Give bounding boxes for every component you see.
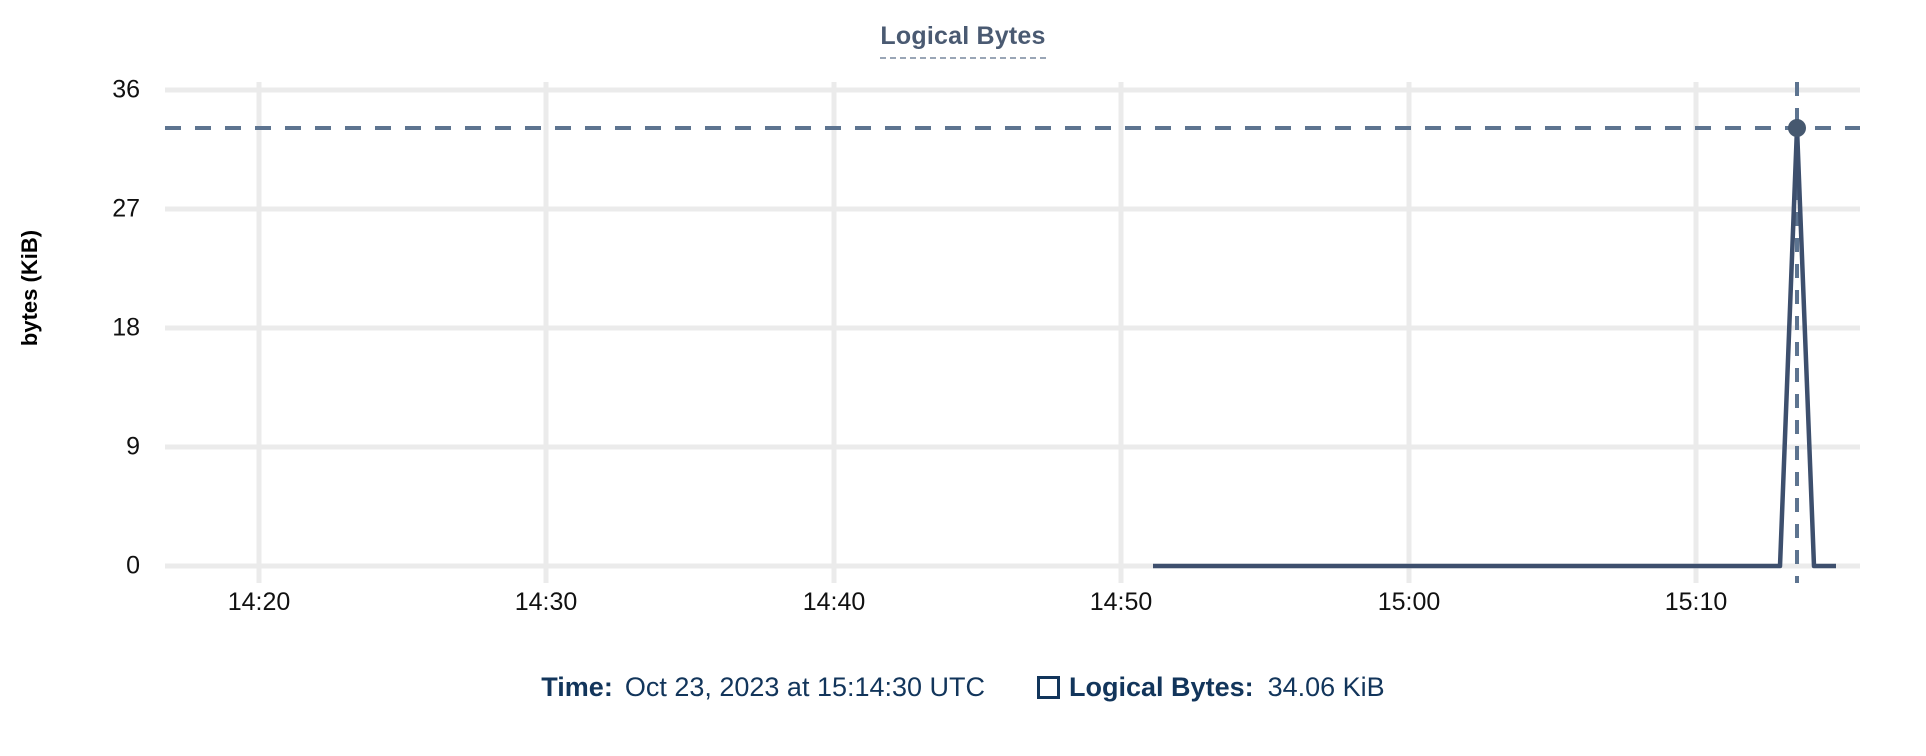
chart-title-row: Logical Bytes xyxy=(0,22,1926,62)
line-chart-svg[interactable] xyxy=(0,0,1926,660)
y-tick-label: 18 xyxy=(112,313,140,342)
time-label: Time: xyxy=(541,672,613,702)
legend-series-value: 34.06 KiB xyxy=(1267,672,1385,702)
y-tick-label: 27 xyxy=(112,194,140,223)
legend-series-label: Logical Bytes: xyxy=(1069,672,1254,702)
page-title[interactable]: Logical Bytes xyxy=(880,22,1046,59)
y-tick-label: 36 xyxy=(112,75,140,104)
x-tick-label: 15:00 xyxy=(1377,588,1441,616)
x-axis-ticks: 14:20 14:30 14:40 14:50 15:00 15:10 xyxy=(0,588,1926,628)
y-axis-ticks: 36 27 18 9 0 xyxy=(80,0,140,600)
legend-item-logical-bytes[interactable]: Logical Bytes: 34.06 KiB xyxy=(1037,672,1385,703)
y-axis-title: bytes (KiB) xyxy=(17,229,42,347)
series-line-logical-bytes xyxy=(1153,125,1836,569)
chart-footer-legend: Time: Oct 23, 2023 at 15:14:30 UTC Logic… xyxy=(0,672,1926,703)
x-tick-label: 14:50 xyxy=(1089,588,1153,616)
y-tick-label: 0 xyxy=(126,551,140,580)
chart-area: 36 27 18 9 0 bytes (KiB) 14:20 14:30 14:… xyxy=(0,0,1926,660)
x-tick-label: 14:20 xyxy=(227,588,291,616)
x-tick-label: 14:40 xyxy=(802,588,866,616)
data-point-marker xyxy=(1788,119,1806,137)
time-value: Oct 23, 2023 at 15:14:30 UTC xyxy=(624,672,986,702)
horizontal-gridlines xyxy=(165,87,1860,569)
y-tick-label: 9 xyxy=(126,432,140,461)
x-tick-label: 15:10 xyxy=(1664,588,1728,616)
vertical-gridlines xyxy=(256,82,1699,583)
x-tick-label: 14:30 xyxy=(514,588,578,616)
legend-swatch-icon xyxy=(1037,676,1061,699)
